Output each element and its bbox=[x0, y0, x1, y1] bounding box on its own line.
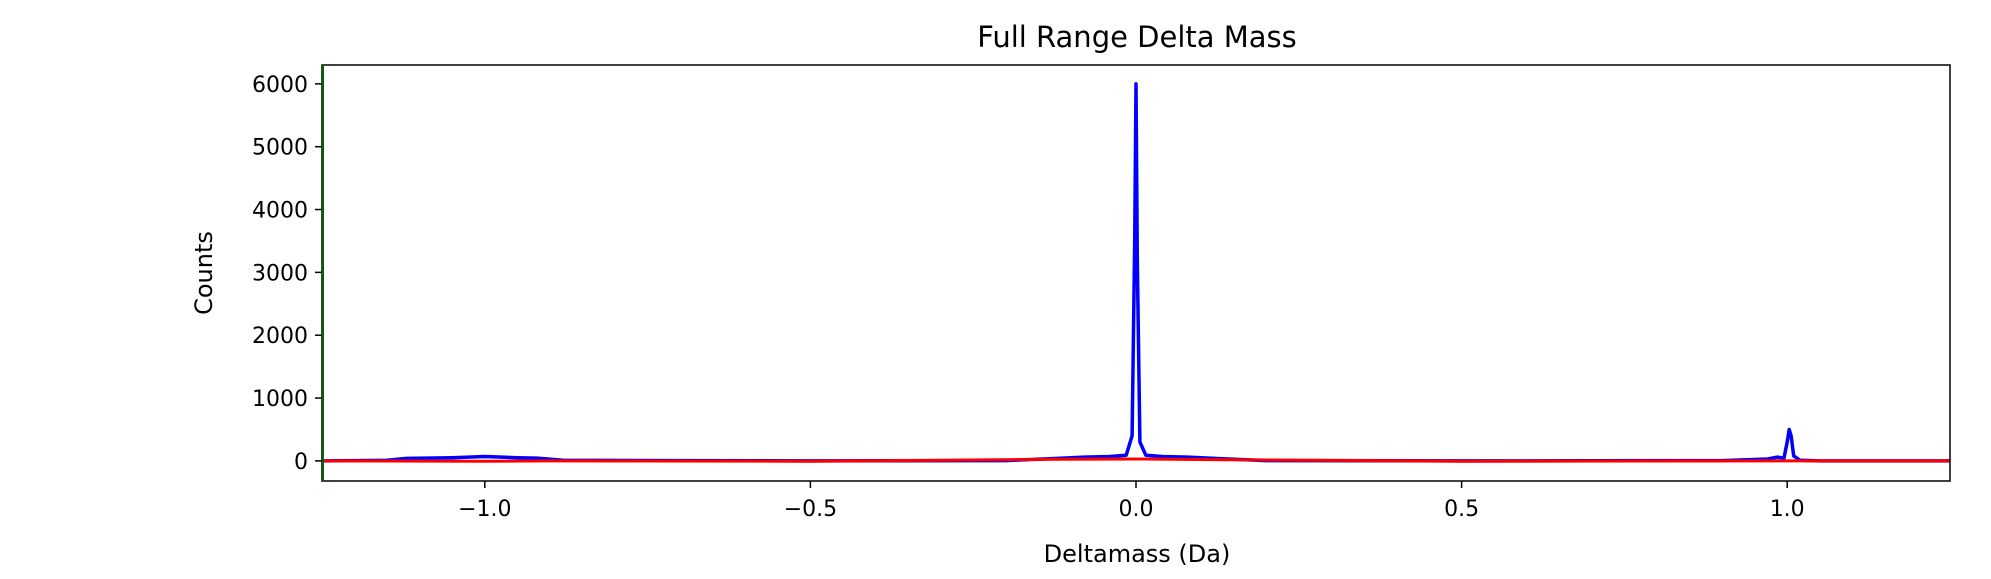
y-tick-label: 4000 bbox=[252, 199, 308, 224]
y-axis-label: Counts bbox=[190, 231, 218, 315]
y-tick-label: 5000 bbox=[252, 136, 308, 161]
plot-area bbox=[321, 82, 1950, 463]
chart-title: Full Range Delta Mass bbox=[977, 20, 1297, 54]
x-tick-label: −0.5 bbox=[784, 497, 837, 522]
y-axis: 0 1000 2000 3000 4000 5000 6000 bbox=[252, 73, 322, 475]
x-tick-label: −1.0 bbox=[458, 497, 511, 522]
series-line-1 bbox=[321, 457, 1950, 463]
x-tick-label: 1.0 bbox=[1770, 497, 1805, 522]
y-tick-label: 2000 bbox=[252, 324, 308, 349]
series-line-0 bbox=[321, 82, 1950, 463]
y-tick-label: 3000 bbox=[252, 261, 308, 286]
x-tick-label: 0.0 bbox=[1119, 497, 1154, 522]
y-tick-label: 1000 bbox=[252, 387, 308, 412]
x-axis-label: Deltamass (Da) bbox=[1044, 540, 1231, 568]
y-tick-label: 6000 bbox=[252, 73, 308, 98]
y-tick-label: 0 bbox=[294, 450, 308, 475]
x-axis: −1.0 −0.5 0.0 0.5 1.0 bbox=[458, 481, 1805, 522]
x-tick-label: 0.5 bbox=[1444, 497, 1479, 522]
